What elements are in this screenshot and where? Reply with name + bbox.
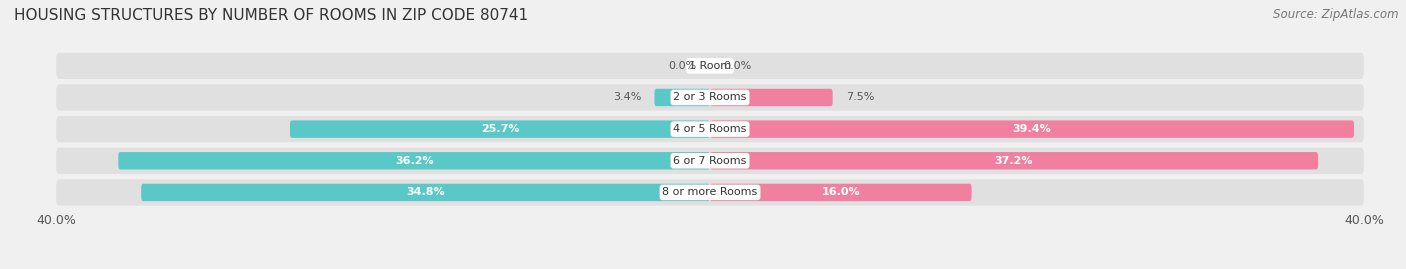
FancyBboxPatch shape <box>56 116 1364 142</box>
Text: 6 or 7 Rooms: 6 or 7 Rooms <box>673 156 747 166</box>
FancyBboxPatch shape <box>141 184 710 201</box>
FancyBboxPatch shape <box>56 53 1364 79</box>
Text: 25.7%: 25.7% <box>481 124 519 134</box>
Text: 8 or more Rooms: 8 or more Rooms <box>662 187 758 197</box>
FancyBboxPatch shape <box>710 184 972 201</box>
Text: HOUSING STRUCTURES BY NUMBER OF ROOMS IN ZIP CODE 80741: HOUSING STRUCTURES BY NUMBER OF ROOMS IN… <box>14 8 529 23</box>
Text: 7.5%: 7.5% <box>845 93 875 102</box>
FancyBboxPatch shape <box>290 121 710 138</box>
FancyBboxPatch shape <box>710 152 1317 169</box>
Text: 16.0%: 16.0% <box>821 187 860 197</box>
Text: 1 Room: 1 Room <box>689 61 731 71</box>
FancyBboxPatch shape <box>56 179 1364 206</box>
Text: 36.2%: 36.2% <box>395 156 433 166</box>
FancyBboxPatch shape <box>654 89 710 106</box>
Text: 37.2%: 37.2% <box>995 156 1033 166</box>
FancyBboxPatch shape <box>118 152 710 169</box>
Text: 0.0%: 0.0% <box>669 61 697 71</box>
Text: 0.0%: 0.0% <box>723 61 751 71</box>
FancyBboxPatch shape <box>56 84 1364 111</box>
Text: 4 or 5 Rooms: 4 or 5 Rooms <box>673 124 747 134</box>
Text: 34.8%: 34.8% <box>406 187 444 197</box>
FancyBboxPatch shape <box>710 89 832 106</box>
FancyBboxPatch shape <box>710 121 1354 138</box>
FancyBboxPatch shape <box>56 148 1364 174</box>
Text: Source: ZipAtlas.com: Source: ZipAtlas.com <box>1274 8 1399 21</box>
Text: 2 or 3 Rooms: 2 or 3 Rooms <box>673 93 747 102</box>
Text: 39.4%: 39.4% <box>1012 124 1052 134</box>
Text: 3.4%: 3.4% <box>613 93 641 102</box>
